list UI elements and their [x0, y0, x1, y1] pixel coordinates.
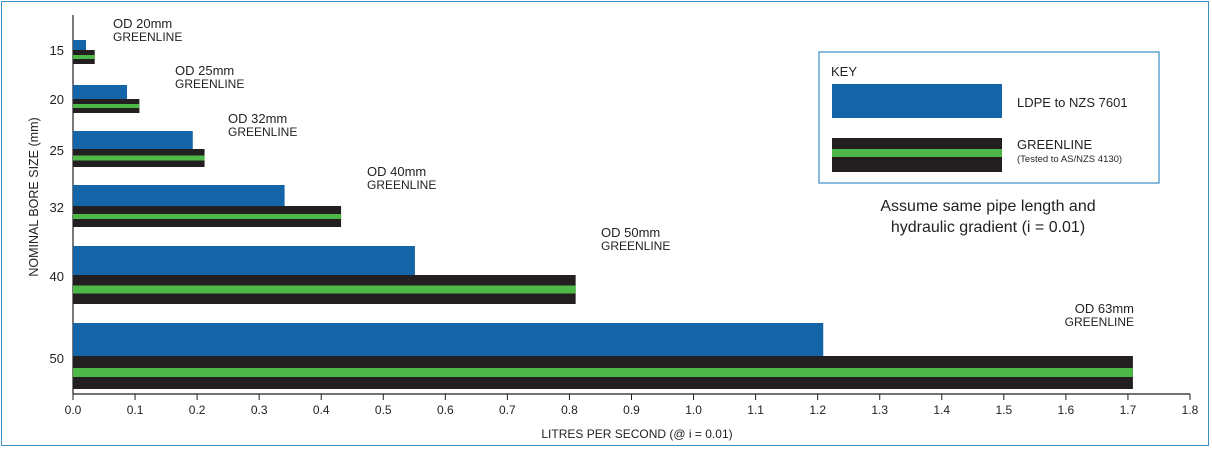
category-label-50: 50: [50, 351, 64, 366]
bar-label-od-32: OD 40mm: [367, 164, 426, 179]
greenline-stripe-20: [73, 104, 140, 108]
bar-label-name-20: GREENLINE: [175, 77, 244, 91]
x-tick-label-2: 0.2: [189, 403, 206, 417]
category-labels: 15 20 25 32 40 50: [50, 43, 64, 366]
ldpe-bar-50: [73, 323, 824, 356]
ldpe-bar-15: [73, 40, 87, 50]
x-tick-label-6: 0.6: [437, 403, 454, 417]
category-label-32: 32: [50, 200, 64, 215]
x-tick-label-15: 1.5: [995, 403, 1012, 417]
legend-title: KEY: [831, 64, 857, 79]
bars: [73, 40, 1133, 389]
chart-note: Assume same pipe length and hydraulic gr…: [880, 198, 1095, 236]
bar-label-od-15: OD 20mm: [113, 16, 172, 31]
x-tick-label-14: 1.4: [933, 403, 950, 417]
x-tick-label-0: 0.0: [65, 403, 82, 417]
ldpe-bar-20: [73, 85, 127, 99]
legend-greenline-stripe: [832, 149, 1002, 157]
category-label-40: 40: [50, 269, 64, 284]
greenline-stripe-15: [73, 55, 95, 59]
ldpe-bar-40: [73, 246, 415, 275]
y-axis-title: NOMINAL BORE SIZE (mm): [27, 117, 41, 276]
x-ticks: 0.0 0.1 0.2 0.3 0.4 0.5 0.6 0.7 0.8 0.9 1.0 1.1 1.2 1…: [65, 394, 1199, 417]
bar-label-name-32: GREENLINE: [367, 178, 436, 192]
bar-label-name-40: GREENLINE: [601, 239, 670, 253]
chart-note-line-1: Assume same pipe length and: [880, 198, 1095, 215]
x-tick-label-3: 0.3: [251, 403, 268, 417]
greenline-stripe-25: [73, 155, 205, 161]
x-tick-label-17: 1.7: [1120, 403, 1137, 417]
category-label-25: 25: [50, 143, 64, 158]
ldpe-bar-32: [73, 185, 285, 206]
x-tick-label-12: 1.2: [809, 403, 826, 417]
bar-label-od-50: OD 63mm: [1075, 301, 1134, 316]
x-tick-label-11: 1.1: [747, 403, 764, 417]
bar-label-od-25: OD 32mm: [228, 111, 287, 126]
x-tick-label-5: 0.5: [375, 403, 392, 417]
category-label-20: 20: [50, 92, 64, 107]
legend-greenline-sublabel: (Tested to AS/NZS 4130): [1017, 154, 1122, 165]
greenline-stripe-50: [73, 368, 1133, 377]
x-tick-label-18: 1.8: [1182, 403, 1199, 417]
x-tick-label-4: 0.4: [313, 403, 330, 417]
bar-label-od-20: OD 25mm: [175, 63, 234, 78]
bar-label-od-40: OD 50mm: [601, 225, 660, 240]
category-label-15: 15: [50, 43, 64, 58]
legend-ldpe-swatch: [832, 84, 1002, 118]
x-axis-title: LITRES PER SECOND (@ i = 0.01): [541, 427, 732, 441]
legend-ldpe-label: LDPE to NZS 7601: [1017, 95, 1128, 110]
ldpe-bar-25: [73, 131, 193, 149]
x-tick-label-9: 0.9: [623, 403, 640, 417]
greenline-stripe-40: [73, 285, 576, 294]
bar-label-name-15: GREENLINE: [113, 30, 182, 44]
flow-rate-chart: 0.0 0.1 0.2 0.3 0.4 0.5 0.6 0.7 0.8 0.9 1.0 1.1 1.2 1…: [27, 15, 1199, 441]
greenline-stripe-32: [73, 214, 342, 219]
x-tick-label-10: 1.0: [685, 403, 702, 417]
bar-label-name-50: GREENLINE: [1065, 315, 1134, 329]
legend: KEY LDPE to NZS 7601 GREENLINE (Tested t…: [818, 51, 1160, 184]
x-tick-label-1: 0.1: [127, 403, 144, 417]
x-tick-label-13: 1.3: [871, 403, 888, 417]
legend-greenline-label: GREENLINE: [1017, 137, 1092, 152]
x-tick-label-16: 1.6: [1058, 403, 1075, 417]
x-tick-label-7: 0.7: [499, 403, 516, 417]
bar-label-name-25: GREENLINE: [228, 125, 297, 139]
x-tick-label-8: 0.8: [561, 403, 578, 417]
chart-note-line-2: hydraulic gradient (i = 0.01): [891, 219, 1085, 236]
